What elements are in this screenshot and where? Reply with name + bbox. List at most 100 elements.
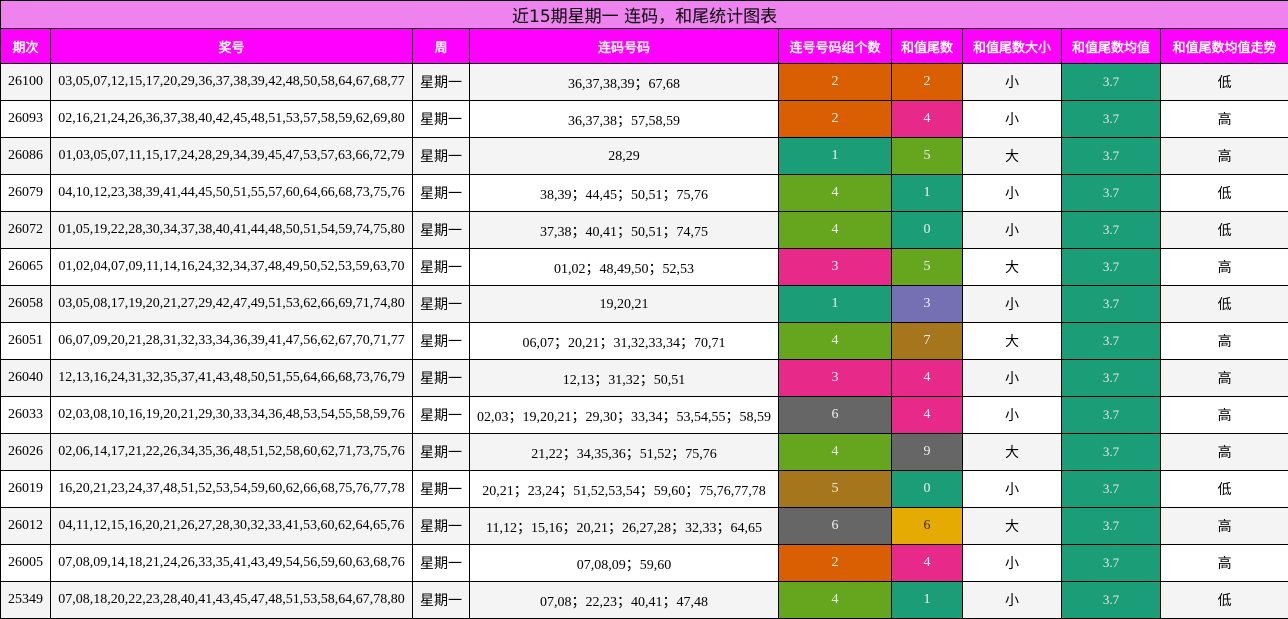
tail-avg-cell: 3.7 — [1062, 249, 1161, 286]
lianma-cell: 06,07；20,21；31,32,33,34；70,71 — [470, 323, 779, 360]
group-count-cell: 4 — [779, 582, 892, 619]
group-count-cell: 3 — [779, 249, 892, 286]
tail-trend-cell: 高 — [1161, 434, 1288, 471]
week-cell: 星期一 — [413, 360, 470, 397]
header-numbers: 奖号 — [51, 29, 413, 64]
tail-avg-cell: 3.7 — [1062, 286, 1161, 323]
lianma-cell: 07,08；22,23；40,41；47,48 — [470, 582, 779, 619]
tail-cell: 2 — [892, 64, 963, 101]
header-lianma: 连码号码 — [470, 29, 779, 64]
tail-size-cell: 小 — [963, 545, 1062, 582]
tail-trend-cell: 高 — [1161, 397, 1288, 434]
lianma-cell: 20,21；23,24；51,52,53,54；59,60；75,76,77,7… — [470, 471, 779, 508]
tail-avg-cell: 3.7 — [1062, 471, 1161, 508]
numbers-cell: 04,10,12,23,38,39,41,44,45,50,51,55,57,6… — [51, 175, 413, 212]
group-count-cell: 1 — [779, 138, 892, 175]
tail-size-cell: 大 — [963, 434, 1062, 471]
numbers-cell: 07,08,18,20,22,23,28,40,41,43,45,47,48,5… — [51, 582, 413, 619]
tail-size-cell: 小 — [963, 212, 1062, 249]
issue-cell: 26058 — [1, 286, 51, 323]
tail-avg-cell: 3.7 — [1062, 508, 1161, 545]
week-cell: 星期一 — [413, 434, 470, 471]
tail-trend-cell: 高 — [1161, 360, 1288, 397]
tail-size-cell: 大 — [963, 323, 1062, 360]
tail-cell: 4 — [892, 360, 963, 397]
numbers-cell: 01,03,05,07,11,15,17,24,28,29,34,39,45,4… — [51, 138, 413, 175]
tail-size-cell: 小 — [963, 101, 1062, 138]
lianma-cell: 37,38；40,41；50,51；74,75 — [470, 212, 779, 249]
tail-avg-cell: 3.7 — [1062, 138, 1161, 175]
group-count-cell: 3 — [779, 360, 892, 397]
tail-avg-cell: 3.7 — [1062, 212, 1161, 249]
tail-avg-cell: 3.7 — [1062, 545, 1161, 582]
numbers-cell: 02,16,21,24,26,36,37,38,40,42,45,48,51,5… — [51, 101, 413, 138]
week-cell: 星期一 — [413, 212, 470, 249]
tail-size-cell: 小 — [963, 64, 1062, 101]
tail-trend-cell: 低 — [1161, 582, 1288, 619]
group-count-cell: 2 — [779, 545, 892, 582]
numbers-cell: 01,02,04,07,09,11,14,16,24,32,34,37,48,4… — [51, 249, 413, 286]
week-cell: 星期一 — [413, 286, 470, 323]
lianma-cell: 36,37,38,39；67,68 — [470, 64, 779, 101]
header-tail-trend: 和值尾数均值走势 — [1161, 29, 1288, 64]
group-count-cell: 6 — [779, 508, 892, 545]
week-cell: 星期一 — [413, 64, 470, 101]
group-count-cell: 6 — [779, 397, 892, 434]
numbers-cell: 12,13,16,24,31,32,35,37,41,43,48,50,51,5… — [51, 360, 413, 397]
tail-cell: 4 — [892, 545, 963, 582]
group-count-cell: 4 — [779, 323, 892, 360]
tail-trend-cell: 低 — [1161, 64, 1288, 101]
lianma-cell: 12,13；31,32；50,51 — [470, 360, 779, 397]
issue-cell: 26093 — [1, 101, 51, 138]
tail-cell: 1 — [892, 582, 963, 619]
issue-cell: 26079 — [1, 175, 51, 212]
header-issue: 期次 — [1, 29, 51, 64]
lianma-cell: 36,37,38；57,58,59 — [470, 101, 779, 138]
issue-cell: 26026 — [1, 434, 51, 471]
week-cell: 星期一 — [413, 323, 470, 360]
group-count-cell: 2 — [779, 101, 892, 138]
tail-cell: 9 — [892, 434, 963, 471]
tail-size-cell: 小 — [963, 360, 1062, 397]
tail-trend-cell: 高 — [1161, 508, 1288, 545]
tail-cell: 5 — [892, 249, 963, 286]
issue-cell: 26051 — [1, 323, 51, 360]
tail-cell: 4 — [892, 101, 963, 138]
lianma-cell: 19,20,21 — [470, 286, 779, 323]
tail-cell: 5 — [892, 138, 963, 175]
lianma-cell: 07,08,09；59,60 — [470, 545, 779, 582]
tail-trend-cell: 低 — [1161, 286, 1288, 323]
week-cell: 星期一 — [413, 582, 470, 619]
header-week: 周 — [413, 29, 470, 64]
tail-cell: 0 — [892, 212, 963, 249]
tail-avg-cell: 3.7 — [1062, 323, 1161, 360]
week-cell: 星期一 — [413, 471, 470, 508]
tail-cell: 3 — [892, 286, 963, 323]
issue-cell: 26040 — [1, 360, 51, 397]
tail-size-cell: 大 — [963, 508, 1062, 545]
tail-cell: 6 — [892, 508, 963, 545]
tail-trend-cell: 低 — [1161, 471, 1288, 508]
numbers-cell: 03,05,07,12,15,17,20,29,36,37,38,39,42,4… — [51, 64, 413, 101]
week-cell: 星期一 — [413, 545, 470, 582]
lianma-cell: 21,22；34,35,36；51,52；75,76 — [470, 434, 779, 471]
group-count-cell: 4 — [779, 434, 892, 471]
tail-trend-cell: 低 — [1161, 175, 1288, 212]
issue-cell: 26005 — [1, 545, 51, 582]
header-tail: 和值尾数 — [892, 29, 963, 64]
issue-cell: 26086 — [1, 138, 51, 175]
week-cell: 星期一 — [413, 397, 470, 434]
numbers-cell: 06,07,09,20,21,28,31,32,33,34,36,39,41,4… — [51, 323, 413, 360]
tail-cell: 7 — [892, 323, 963, 360]
numbers-cell: 02,03,08,10,16,19,20,21,29,30,33,34,36,4… — [51, 397, 413, 434]
